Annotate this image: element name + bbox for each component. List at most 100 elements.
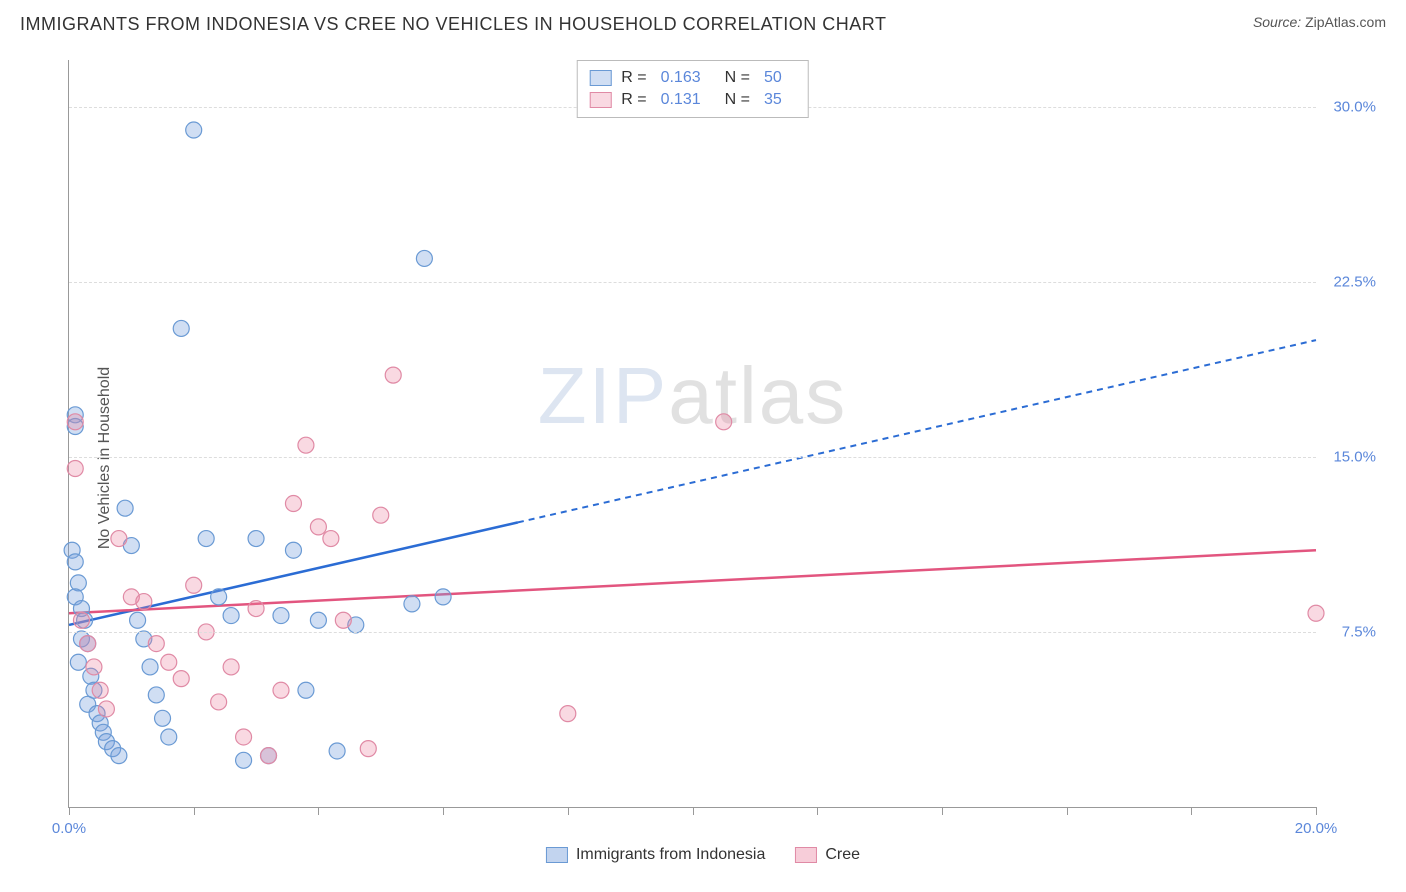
data-point [70,575,86,591]
legend-stat-row: R =0.131 N =35 [589,89,796,111]
data-point [155,710,171,726]
data-point [111,531,127,547]
data-point [73,612,89,628]
data-point [186,577,202,593]
data-point [67,461,83,477]
legend-swatch [546,847,568,863]
data-point [161,654,177,670]
legend-swatch [589,70,611,86]
legend-n-label: N = [725,91,750,109]
ytick-label: 7.5% [1342,623,1376,640]
data-point [285,542,301,558]
data-point [310,519,326,535]
data-point [148,687,164,703]
data-point [130,612,146,628]
xtick-label: 20.0% [1295,820,1338,837]
data-point [86,659,102,675]
data-point [98,701,114,717]
data-point [236,752,252,768]
xtick [1316,807,1317,815]
plot-area: R =0.163 N =50 R =0.131 N =35 ZIPatlas 7… [68,60,1316,808]
data-point [1308,605,1324,621]
data-point [173,671,189,687]
legend-r-label: R = [621,69,646,87]
data-point [435,589,451,605]
xtick [194,807,195,815]
ytick-label: 30.0% [1333,98,1376,115]
xtick [1067,807,1068,815]
data-point [298,437,314,453]
legend-swatch [795,847,817,863]
data-point [236,729,252,745]
legend-bottom: Immigrants from Indonesia Cree [546,846,860,864]
header: IMMIGRANTS FROM INDONESIA VS CREE NO VEH… [0,0,1406,43]
gridline [69,282,1316,283]
data-point [70,654,86,670]
data-point [248,601,264,617]
data-point [136,594,152,610]
data-point [285,496,301,512]
data-point [161,729,177,745]
data-point [310,612,326,628]
data-point [298,682,314,698]
data-point [223,608,239,624]
data-point [142,659,158,675]
data-point [248,531,264,547]
data-point [223,659,239,675]
data-point [67,554,83,570]
data-point [117,500,133,516]
legend-n-value: 50 [764,69,782,87]
data-point [385,367,401,383]
legend-stats: R =0.163 N =50 R =0.131 N =35 [576,60,809,118]
ytick-label: 15.0% [1333,448,1376,465]
chart-title: IMMIGRANTS FROM INDONESIA VS CREE NO VEH… [20,14,886,35]
source-label: Source: [1253,14,1301,30]
data-point [211,589,227,605]
source: Source: ZipAtlas.com [1253,14,1386,30]
legend-label: Immigrants from Indonesia [576,846,765,864]
legend-r-label: R = [621,91,646,109]
data-point [273,608,289,624]
data-point [404,596,420,612]
legend-n-value: 35 [764,91,782,109]
ytick-label: 22.5% [1333,273,1376,290]
data-point [323,531,339,547]
data-point [198,531,214,547]
legend-item: Cree [795,846,860,864]
chart: No Vehicles in Household R =0.163 N =50 … [20,48,1386,868]
xtick [568,807,569,815]
legend-r-value: 0.163 [661,69,701,87]
data-point [560,706,576,722]
legend-label: Cree [825,846,860,864]
xtick-label: 0.0% [52,820,86,837]
source-value: ZipAtlas.com [1305,14,1386,30]
xtick [443,807,444,815]
xtick [69,807,70,815]
data-point [416,250,432,266]
data-point [148,636,164,652]
data-point [80,636,96,652]
xtick [1191,807,1192,815]
data-point [211,694,227,710]
gridline [69,457,1316,458]
data-point [67,414,83,430]
gridline [69,632,1316,633]
data-point [373,507,389,523]
xtick [817,807,818,815]
xtick [318,807,319,815]
xtick [693,807,694,815]
data-point [273,682,289,698]
data-point [186,122,202,138]
legend-stat-row: R = 0.163 N = 50 [589,67,796,89]
data-point [261,748,277,764]
scatter-points [69,60,1316,807]
legend-swatch [589,92,611,108]
data-point [329,743,345,759]
data-point [111,748,127,764]
data-point [335,612,351,628]
data-point [173,320,189,336]
data-point [360,741,376,757]
data-point [716,414,732,430]
data-point [92,682,108,698]
legend-n-label: N = [725,69,750,87]
